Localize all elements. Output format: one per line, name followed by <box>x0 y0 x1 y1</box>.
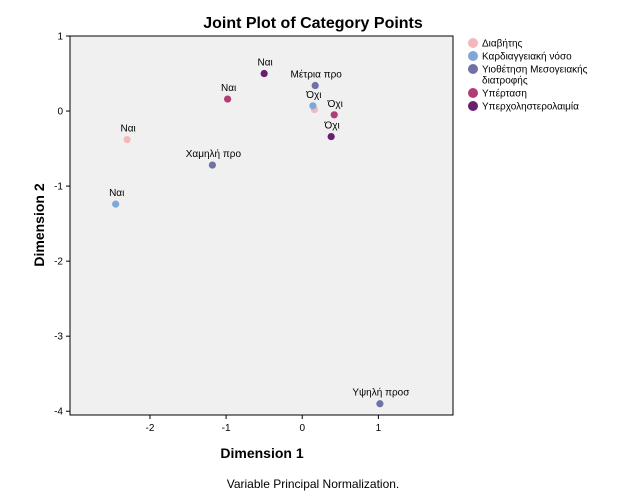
legend-label: Υπερχοληστερολαιμία <box>482 101 579 113</box>
data-point <box>330 111 338 119</box>
point-label: Όχι <box>305 90 321 101</box>
point-label: Ναι <box>120 124 135 135</box>
chart-footnote: Variable Principal Normalization. <box>227 477 400 491</box>
y-tick-label: -2 <box>54 257 63 268</box>
data-point <box>208 161 216 169</box>
plot-area <box>69 35 454 416</box>
legend-marker <box>468 38 478 48</box>
data-point <box>327 132 335 141</box>
y-tick-label: -4 <box>54 407 63 418</box>
point-label: Υψηλή προσ <box>352 387 410 399</box>
points-layer: Ναι Ναι Όχι Μέτρια προ Χαμηλή προ Υψηλή προσ Ν… <box>109 58 410 408</box>
x-tick-label: -1 <box>222 423 231 434</box>
data-point <box>311 81 319 90</box>
legend-label: Καρδιαγγειακή νόσο <box>482 51 572 63</box>
data-point <box>376 400 384 408</box>
legend-label: Υπέρταση <box>482 88 527 100</box>
point-label: Ναι <box>109 188 124 199</box>
point-label: Ναι <box>258 58 273 69</box>
y-tick-label: -3 <box>54 332 63 343</box>
data-point <box>309 102 317 110</box>
chart-title: Joint Plot of Category Points <box>203 15 423 32</box>
point-label: Όχι <box>327 99 343 110</box>
x-tick-label: 1 <box>376 423 382 434</box>
x-tick-label: -2 <box>145 423 154 434</box>
legend-marker <box>468 64 478 74</box>
y-tick-label: 0 <box>57 107 63 118</box>
point-label: Χαμηλή προ <box>186 148 242 160</box>
legend-marker <box>468 51 478 61</box>
data-point <box>224 95 232 103</box>
y-tick-label: -1 <box>54 182 63 193</box>
y-tick-label: 1 <box>57 32 63 43</box>
point-label: Μέτρια προ <box>291 69 343 81</box>
data-point <box>260 69 268 78</box>
y-axis-title: Dimension 2 <box>31 183 47 266</box>
data-point <box>112 200 120 208</box>
legend-label: Υιοθέτηση Μεσογειακής διατροφής <box>482 64 588 87</box>
x-tick-label: 0 <box>299 423 305 434</box>
data-point <box>123 135 131 144</box>
x-axis-title: Dimension 1 <box>220 445 303 461</box>
point-label: Ναι <box>221 83 236 94</box>
legend-marker <box>468 88 478 98</box>
point-label: Όχι <box>324 121 340 132</box>
legend-marker <box>468 101 478 111</box>
axes-layer: -2 -1 0 1 1 0 -1 -2 -3 -4 <box>54 32 382 435</box>
legend-label: Διαβήτης <box>482 38 523 50</box>
